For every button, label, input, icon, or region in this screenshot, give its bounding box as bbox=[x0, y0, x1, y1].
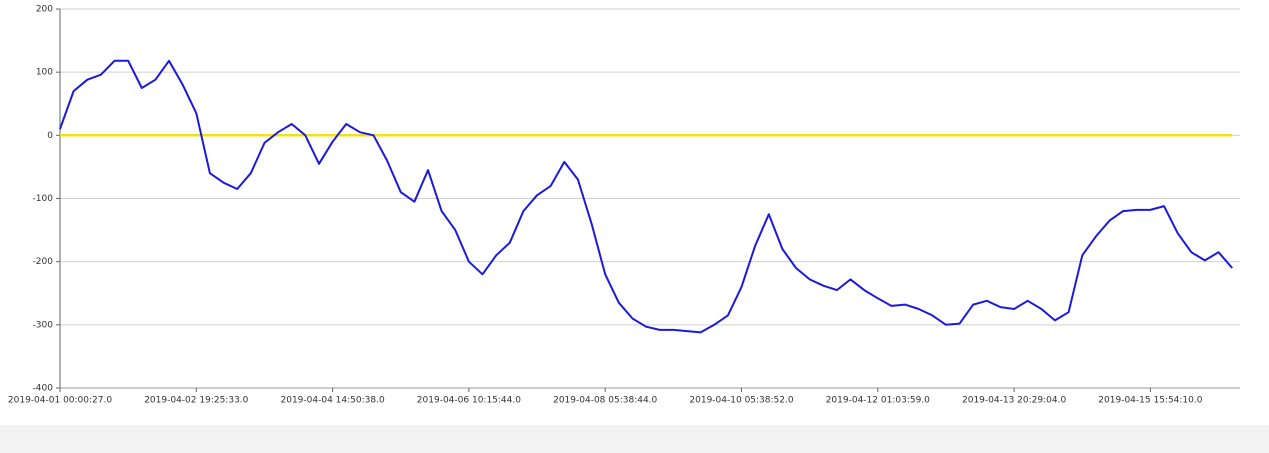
series-line bbox=[59, 59, 1233, 334]
chart: -400 -300 -200 -100 0 100 200 2019-04-01 00:00:… bbox=[8, 5, 1240, 406]
y-tick-label: 200 bbox=[36, 5, 53, 15]
y-tick-label: 0 bbox=[47, 131, 53, 141]
x-tick-label: 2019-04-13 20:29:04.0 bbox=[962, 396, 1066, 406]
y-tick-label: 100 bbox=[36, 68, 53, 78]
x-tick-label: 2019-04-04 14:50:38.0 bbox=[281, 396, 385, 406]
x-tick-label: 2019-04-15 15:54:10.0 bbox=[1098, 396, 1202, 406]
x-tick-label: 2019-04-06 10:15:44.0 bbox=[417, 396, 521, 406]
x-tick-label: 2019-04-12 01:03:59.0 bbox=[826, 396, 930, 406]
x-tick-label: 2019-04-10 05:38:52.0 bbox=[689, 396, 793, 406]
footer-bar bbox=[0, 425, 1269, 453]
x-tick-label: 2019-04-08 05:38:44.0 bbox=[553, 396, 657, 406]
y-tick-label: -400 bbox=[33, 384, 54, 394]
x-tick-label: 2019-04-01 00:00:27.0 bbox=[8, 396, 112, 406]
y-tick-label: -100 bbox=[33, 194, 54, 204]
y-tick-label: -300 bbox=[33, 320, 54, 330]
x-tick-label: 2019-04-02 19:25:33.0 bbox=[144, 396, 248, 406]
y-tick-label: -200 bbox=[33, 257, 54, 267]
